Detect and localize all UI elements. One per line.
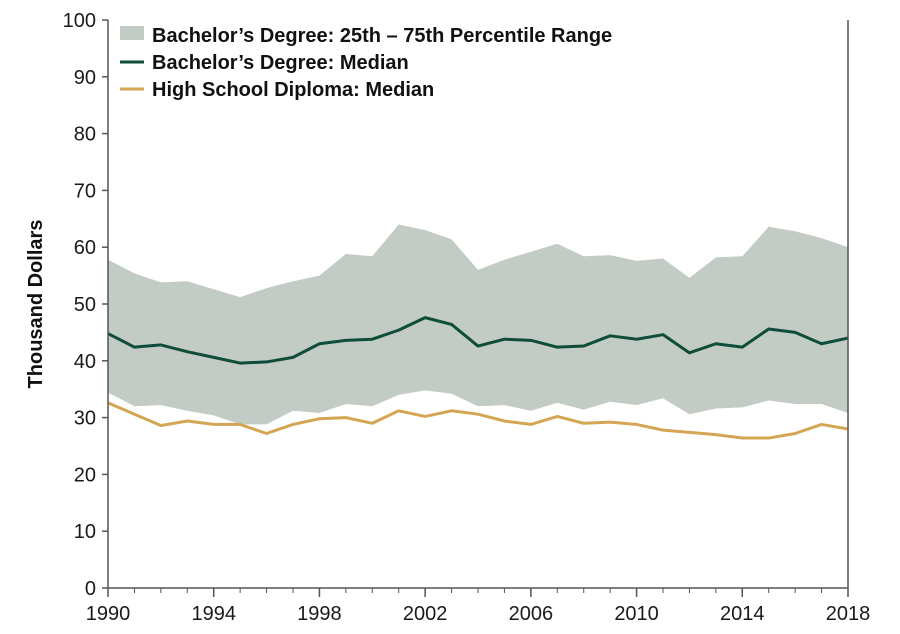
- y-tick-label: 40: [74, 351, 96, 373]
- y-tick-label: 20: [74, 464, 96, 486]
- y-tick-label: 0: [85, 578, 96, 600]
- y-tick-label: 60: [74, 237, 96, 259]
- series-layer: [107, 316, 849, 440]
- y-tick-label: 50: [74, 294, 96, 316]
- x-tick-label: 1990: [86, 603, 131, 625]
- y-tick-label: 30: [74, 408, 96, 430]
- y-tick-label: 80: [74, 124, 96, 146]
- legend-high-school-median-label: High School Diploma: Median: [152, 79, 434, 101]
- y-tick-label: 90: [74, 67, 96, 89]
- legend-bachelors-median-label: Bachelor’s Degree: Median: [152, 52, 409, 74]
- y-tick-label: 70: [74, 180, 96, 202]
- x-tick-label: 1994: [191, 603, 236, 625]
- x-tick-label: 2018: [826, 603, 871, 625]
- y-axis-title: Thousand Dollars: [25, 220, 47, 389]
- axes-layer: [102, 19, 849, 597]
- x-tick-label: 2014: [720, 603, 765, 625]
- percentile-band-layer: [108, 224, 848, 425]
- percentile-range-band: [108, 224, 848, 425]
- x-tick-label: 2006: [509, 603, 554, 625]
- y-tick-label: 100: [63, 10, 96, 32]
- x-tick-label: 2002: [403, 603, 448, 625]
- legend-band-swatch: [120, 26, 144, 40]
- x-tick-label: 1998: [297, 603, 342, 625]
- x-tick-label: 2010: [614, 603, 659, 625]
- tick-labels-layer: 0 10 20 30 40 50 60 70 80 90 100 1990 1994 1998 2002 20…: [63, 10, 871, 625]
- legend: Bachelor’s Degree: 25th – 75th Percentil…: [120, 25, 612, 101]
- legend-band-label: Bachelor’s Degree: 25th – 75th Percentil…: [152, 25, 612, 47]
- y-tick-label: 10: [74, 521, 96, 543]
